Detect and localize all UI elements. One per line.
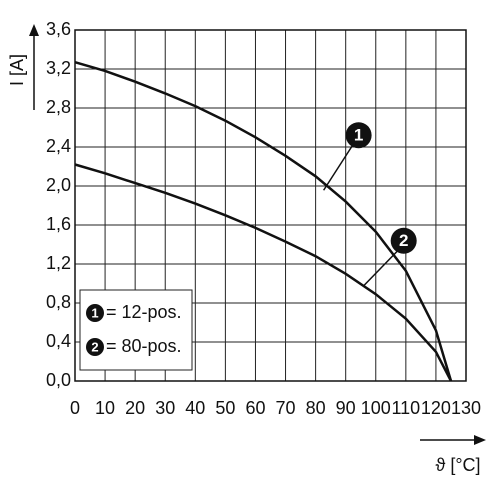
y-tick-label: 3,6	[46, 19, 71, 39]
y-tick-label: 0,4	[46, 331, 71, 351]
badge	[345, 122, 372, 149]
plot-frame	[74, 29, 467, 382]
x-tick-label: 80	[306, 398, 326, 418]
x-tick-label: 60	[245, 398, 265, 418]
badge-leader	[322, 144, 354, 191]
legend-badge-label: 2	[91, 339, 98, 354]
x-tick-label: 90	[336, 398, 356, 418]
x-axis-label: ϑ [°C]	[435, 455, 480, 475]
x-tick-label: 10	[95, 398, 115, 418]
y-arrow-head	[29, 24, 39, 36]
legend-label: = 80-pos.	[106, 336, 182, 356]
x-tick-label: 100	[361, 398, 391, 418]
legend-badge	[86, 338, 104, 356]
x-tick-label: 120	[421, 398, 451, 418]
x-tick-label: 50	[215, 398, 235, 418]
x-tick-label: 0	[70, 398, 80, 418]
x-tick-label: 40	[185, 398, 205, 418]
x-tick-label: 20	[125, 398, 145, 418]
curve	[74, 163, 453, 382]
x-arrow-head	[474, 435, 486, 445]
legend-label: = 12-pos.	[106, 302, 182, 322]
y-axis-label: I [A]	[7, 54, 27, 86]
legend-badge-label: 1	[91, 305, 98, 320]
badge-leader	[363, 250, 399, 287]
y-tick-label: 3,2	[46, 58, 71, 78]
legend-box	[79, 289, 193, 371]
badge	[390, 227, 417, 254]
curve	[74, 60, 453, 382]
x-tick-label: 30	[155, 398, 175, 418]
y-tick-label: 1,6	[46, 214, 71, 234]
legend-badge	[86, 304, 104, 322]
badge-label: 1	[354, 126, 363, 145]
y-tick-label: 0,0	[46, 370, 71, 390]
y-tick-label: 1,2	[46, 253, 71, 273]
y-tick-label: 2,4	[46, 136, 71, 156]
x-tick-label: 110	[391, 398, 420, 418]
badge-label: 2	[399, 231, 408, 250]
x-tick-label: 130	[451, 398, 481, 418]
y-tick-label: 2,8	[46, 97, 71, 117]
x-tick-label: 70	[276, 398, 296, 418]
y-tick-label: 0,8	[46, 292, 71, 312]
y-tick-label: 2,0	[46, 175, 71, 195]
